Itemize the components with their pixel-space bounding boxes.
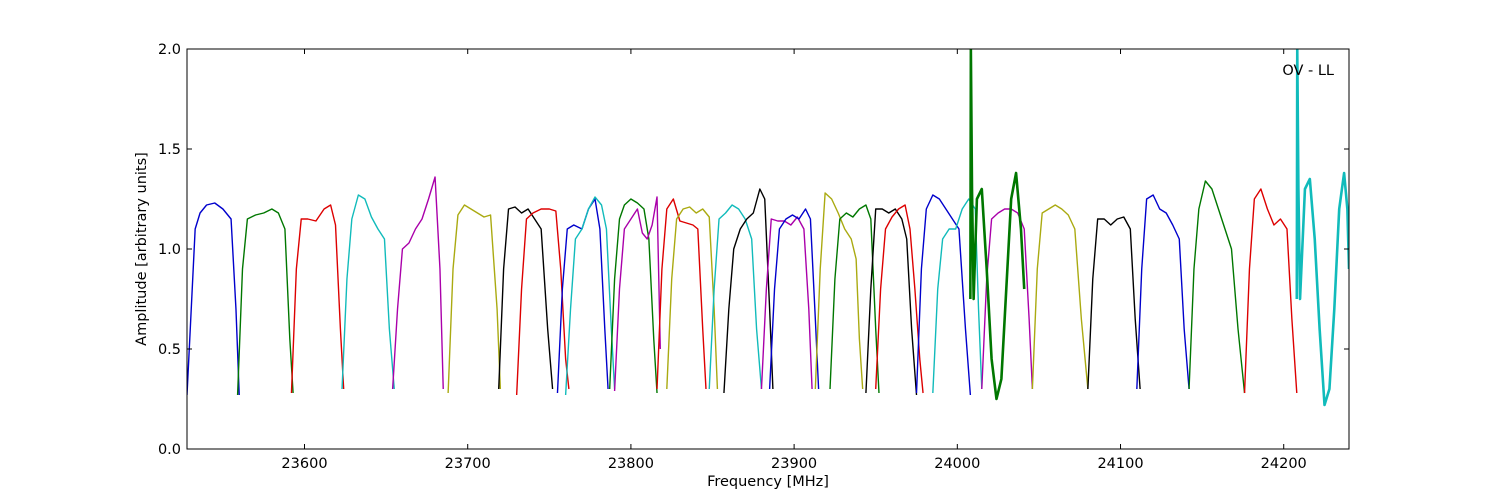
series-line-4 bbox=[391, 176, 444, 390]
x-tick-label: 24000 bbox=[934, 456, 980, 472]
series-line-3 bbox=[341, 194, 395, 390]
series-line-12 bbox=[656, 198, 707, 390]
series-line-21 bbox=[875, 204, 924, 394]
y-tick-label: 0.5 bbox=[158, 342, 181, 358]
series-line-22 bbox=[915, 194, 972, 396]
x-tick-label: 23800 bbox=[608, 456, 654, 472]
series-line-16 bbox=[760, 216, 813, 390]
series-line-19 bbox=[829, 204, 880, 394]
series-line-24 bbox=[981, 208, 1034, 390]
x-tick-label: 24100 bbox=[1097, 456, 1143, 472]
y-axis-label: Amplitude [arbitrary units] bbox=[134, 152, 150, 346]
ticks-layer: 23600 23700 23800 23900 24000 24100 24200 0.0 0.… bbox=[158, 42, 1349, 472]
series-line-5 bbox=[447, 204, 502, 394]
series-line-1 bbox=[236, 208, 294, 396]
y-tick-label: 1.0 bbox=[158, 242, 181, 258]
series-line-23 bbox=[932, 198, 983, 394]
series-line-15 bbox=[723, 188, 774, 394]
series-line-14 bbox=[708, 204, 763, 390]
series-line-0 bbox=[187, 202, 240, 396]
y-tick-label: 2.0 bbox=[158, 42, 181, 58]
x-tick-label: 23600 bbox=[281, 456, 327, 472]
series-layer bbox=[187, 49, 1349, 407]
series-line-27 bbox=[1136, 194, 1190, 390]
x-tick-label: 24200 bbox=[1261, 456, 1307, 472]
x-tick-label: 23700 bbox=[445, 456, 491, 472]
series-line-17 bbox=[768, 208, 820, 390]
series-line-7 bbox=[515, 208, 570, 396]
series-line-31 bbox=[1295, 49, 1349, 407]
series-line-2 bbox=[290, 204, 345, 394]
plot-frame bbox=[186, 48, 1350, 450]
y-tick-label: 0.0 bbox=[158, 442, 181, 458]
series-line-26 bbox=[1087, 216, 1141, 390]
series-line-6 bbox=[498, 206, 554, 390]
series-line-30 bbox=[969, 49, 1026, 401]
series-line-20 bbox=[865, 208, 918, 396]
series-line-9 bbox=[564, 196, 616, 396]
series-line-11 bbox=[613, 196, 661, 392]
x-axis-label: Frequency [MHz] bbox=[707, 474, 829, 490]
chart-annotation: OV - LL bbox=[1282, 63, 1334, 79]
x-tick-label: 23900 bbox=[771, 456, 817, 472]
series-line-10 bbox=[608, 198, 658, 394]
y-tick-label: 1.5 bbox=[158, 142, 181, 158]
series-line-13 bbox=[666, 206, 719, 390]
series-line-18 bbox=[814, 192, 864, 390]
series-line-25 bbox=[1031, 204, 1089, 390]
series-line-28 bbox=[1188, 180, 1246, 394]
series-line-29 bbox=[1243, 188, 1298, 394]
